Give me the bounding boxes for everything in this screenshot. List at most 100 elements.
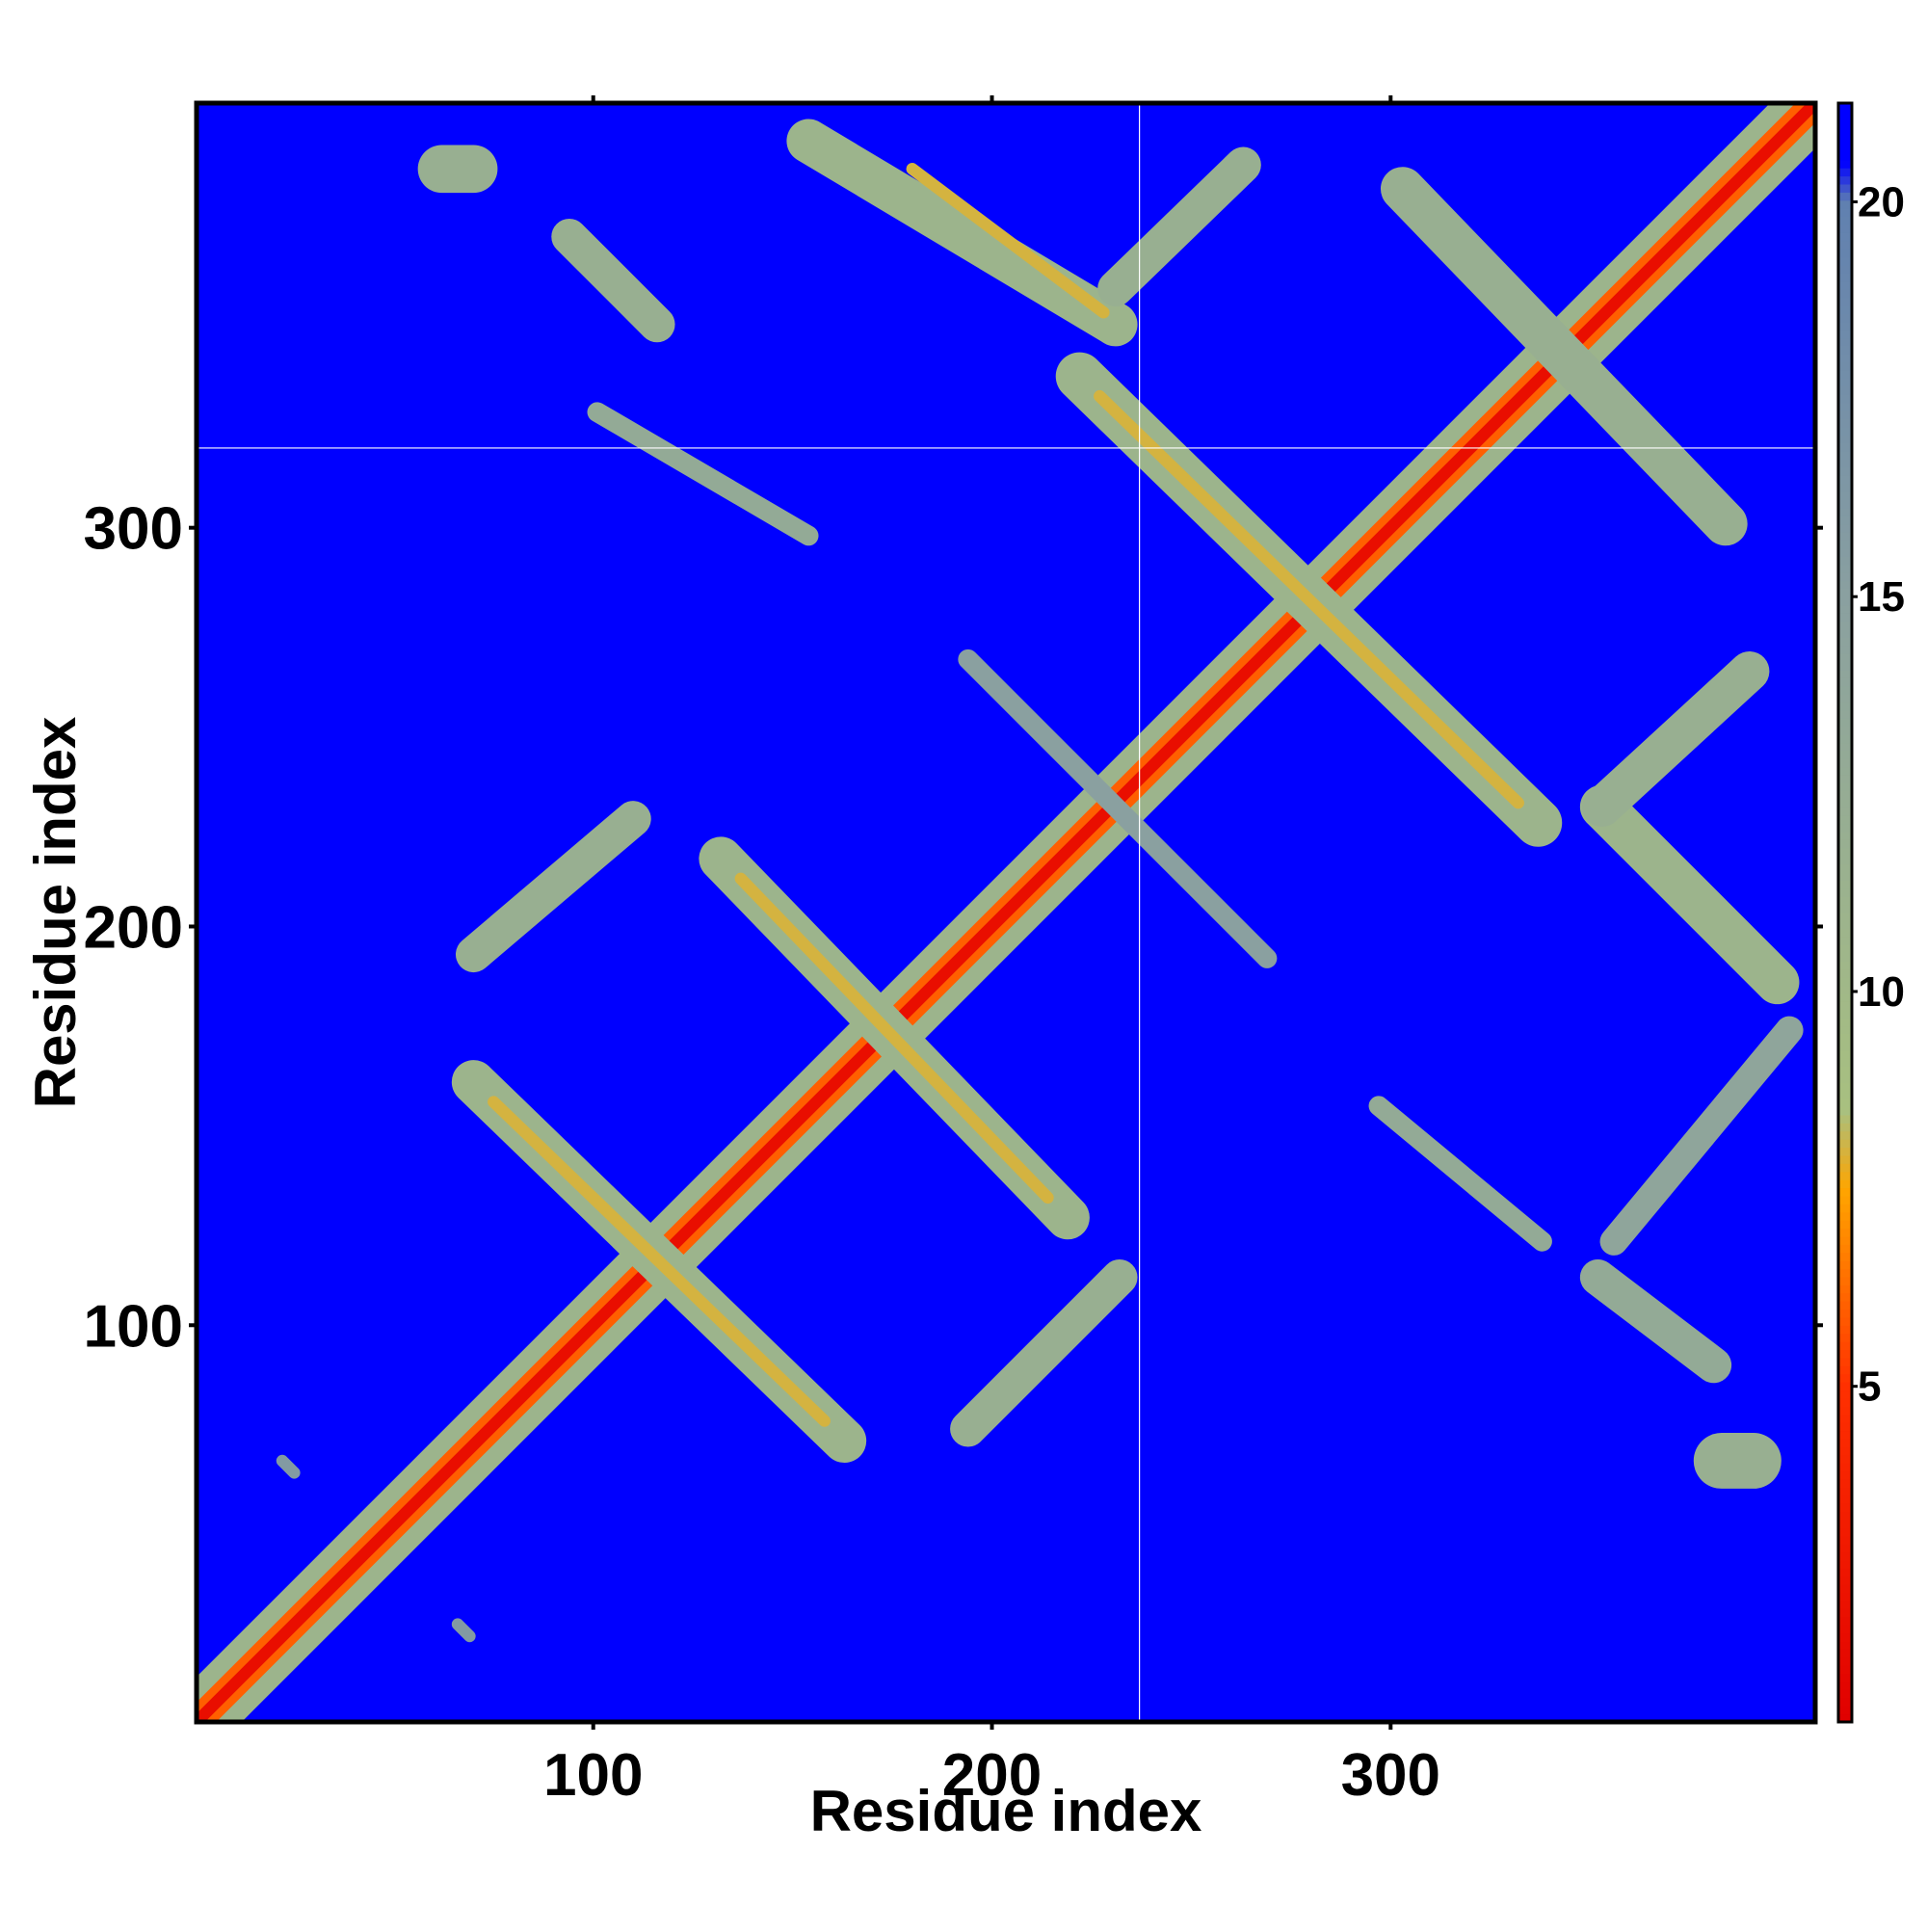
colorbar-cell: [1838, 491, 1852, 501]
colorbar-cell: [1838, 1066, 1852, 1075]
colorbar-cell: [1838, 1301, 1852, 1310]
colorbar-cell: [1838, 548, 1852, 557]
colorbar-cell: [1838, 1123, 1852, 1132]
colorbar-cell: [1838, 782, 1852, 792]
colorbar-cell: [1838, 1130, 1852, 1140]
colorbar-cell: [1838, 1544, 1852, 1553]
contact-band: [276, 1454, 301, 1479]
colorbar-cell: [1838, 1641, 1852, 1650]
colorbar-cell: [1838, 1584, 1852, 1594]
colorbar-cell: [1838, 265, 1852, 274]
colorbar-cell: [1838, 734, 1852, 744]
colorbar-cell: [1838, 232, 1852, 242]
colorbar-cell: [1838, 653, 1852, 663]
colorbar-cell: [1838, 1439, 1852, 1447]
colorbar-cell: [1838, 1220, 1852, 1230]
colorbar-cell: [1838, 1155, 1852, 1164]
colorbar-cell: [1838, 1139, 1852, 1149]
colorbar-cell: [1838, 823, 1852, 833]
colorbar-cell: [1838, 119, 1852, 128]
y-tick-label: 300: [84, 496, 183, 563]
colorbar-cell: [1838, 807, 1852, 816]
colorbar-cell: [1838, 1632, 1852, 1642]
colorbar-cell: [1838, 1503, 1852, 1513]
colorbar-cell: [1838, 523, 1852, 533]
colorbar-cell: [1838, 225, 1852, 233]
colorbar-cell: [1838, 1358, 1852, 1366]
colorbar-cell: [1838, 144, 1852, 152]
colorbar-cell: [1838, 418, 1852, 428]
colorbar-cell: [1838, 532, 1852, 542]
colorbar-cell: [1838, 402, 1852, 411]
colorbar-cell: [1838, 330, 1852, 339]
colorbar-cell: [1838, 1551, 1852, 1561]
colorbar-cell: [1838, 856, 1852, 865]
colorbar-cell: [1838, 710, 1852, 719]
colorbar-cell: [1838, 944, 1852, 954]
colorbar-cell: [1838, 1656, 1852, 1666]
y-tick-label: 100: [84, 1293, 183, 1360]
colorbar-cell: [1838, 1163, 1852, 1173]
colorbar-cell: [1838, 1187, 1852, 1197]
colorbar-cell: [1838, 1292, 1852, 1302]
colorbar-cell: [1838, 410, 1852, 420]
colorbar-cell: [1838, 1082, 1852, 1092]
colorbar-cell: [1838, 313, 1852, 323]
colorbar-cell: [1838, 1389, 1852, 1399]
colorbar-cell: [1838, 1527, 1852, 1537]
colorbar-cell: [1838, 508, 1852, 516]
colorbar-cell: [1838, 1018, 1852, 1027]
colorbar-cell: [1838, 1049, 1852, 1059]
colorbar-cell: [1838, 516, 1852, 525]
colorbar-frame: [1836, 101, 1854, 1724]
colorbar-cell: [1838, 1106, 1852, 1116]
colorbar-cell: [1838, 604, 1852, 614]
contact-band: [587, 402, 819, 546]
colorbar-cell: [1838, 321, 1852, 331]
colorbar-cell: [1838, 1422, 1852, 1432]
colorbar-cell: [1838, 1665, 1852, 1675]
colorbar-cell: [1838, 1706, 1852, 1715]
colorbar-cell: [1838, 758, 1852, 768]
colorbar-cell: [1838, 184, 1852, 193]
colorbar-cell: [1838, 1236, 1852, 1245]
x-axis-title: Residue index: [810, 1779, 1202, 1843]
colorbar-cell: [1838, 887, 1852, 897]
colorbar-cell: [1838, 1454, 1852, 1464]
colorbar-cell: [1838, 985, 1852, 994]
colorbar-cell: [1838, 1115, 1852, 1124]
colorbar-cell: [1838, 1406, 1852, 1416]
colorbar-cell: [1838, 1608, 1852, 1618]
colorbar-cell: [1838, 928, 1852, 938]
y-axis-title: Residue index: [23, 717, 88, 1109]
colorbar-cell: [1838, 451, 1852, 461]
colorbar-cell: [1838, 1495, 1852, 1504]
colorbar-cell: [1838, 832, 1852, 840]
colorbar-cell: [1838, 111, 1852, 120]
colorbar-cell: [1838, 175, 1852, 185]
colorbar-cell: [1838, 791, 1852, 800]
colorbar-cell: [1838, 863, 1852, 873]
colorbar-tick-label: 20: [1858, 178, 1905, 225]
contact-band: [451, 1618, 476, 1643]
colorbar-cell: [1838, 1625, 1852, 1634]
colorbar-cell: [1838, 694, 1852, 703]
colorbar-tick-label: 5: [1858, 1363, 1881, 1411]
colorbar-cell: [1838, 1382, 1852, 1391]
colorbar-cell: [1838, 1196, 1852, 1204]
contact-band: [1094, 389, 1524, 809]
colorbar-cell: [1838, 305, 1852, 314]
colorbar-cell: [1838, 799, 1852, 808]
colorbar-cell: [1838, 589, 1852, 597]
colorbar-cell: [1838, 580, 1852, 590]
colorbar-cell: [1838, 1697, 1852, 1707]
colorbar-cell: [1838, 629, 1852, 638]
colorbar-cell: [1838, 208, 1852, 218]
colorbar-cell: [1838, 1463, 1852, 1472]
colorbar-cell: [1838, 354, 1852, 363]
colorbar-cell: [1838, 1001, 1852, 1011]
contact-band: [1368, 1096, 1552, 1252]
x-tick-label: 200: [942, 1742, 1042, 1809]
colorbar-cell: [1838, 880, 1852, 889]
plot-area: [197, 103, 1815, 1722]
